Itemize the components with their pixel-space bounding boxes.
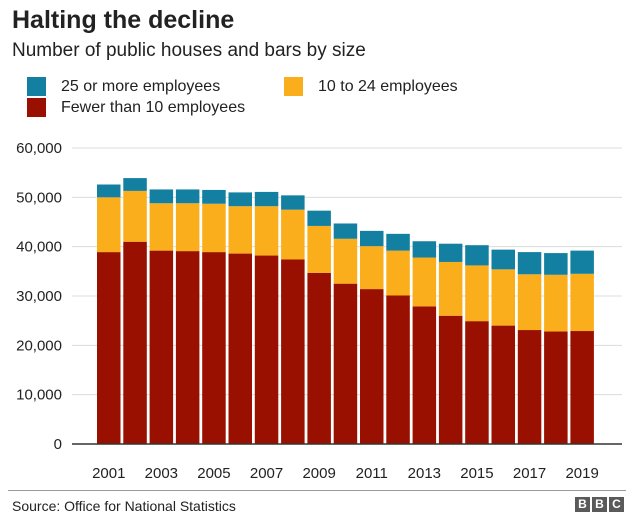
- bar-25-or-more-employees-2010: [333, 223, 358, 239]
- bar-25-or-more-employees-2001: [97, 184, 121, 198]
- bar-fewer-than-10-employees-2019: [570, 331, 594, 444]
- bar-fewer-than-10-employees-2008: [281, 259, 305, 444]
- bar-25-or-more-employees-2018: [544, 253, 568, 275]
- bar-10-to-24-employees-2002: [123, 190, 147, 242]
- bar-fewer-than-10-employees-2015: [465, 321, 489, 444]
- bar-10-to-24-employees-2013: [412, 257, 437, 307]
- bar-25-or-more-employees-2008: [281, 195, 305, 210]
- footer-divider: [8, 490, 626, 491]
- bar-fewer-than-10-employees-2017: [517, 330, 542, 444]
- x-tick-label: 2013: [408, 465, 441, 482]
- bar-fewer-than-10-employees-2005: [202, 252, 226, 444]
- bar-25-or-more-employees-2019: [570, 250, 594, 274]
- bbc-logo-block: C: [609, 497, 624, 512]
- bar-25-or-more-employees-2015: [465, 245, 489, 266]
- bar-25-or-more-employees-2016: [491, 249, 515, 270]
- legend-swatch-under-10: [27, 98, 46, 117]
- x-tick-label: 2015: [460, 465, 493, 482]
- bar-fewer-than-10-employees-2003: [149, 250, 174, 444]
- bar-10-to-24-employees-2008: [281, 209, 305, 260]
- bar-10-to-24-employees-2004: [175, 203, 200, 252]
- x-tick-label: 2005: [197, 465, 230, 482]
- legend-item-10-to-24: 10 to 24 employees: [284, 77, 458, 96]
- stacked-bar-chart: 0 10,000 20,000 30,000 40,000 50,000 60,000 200…: [16, 140, 622, 482]
- bar-25-or-more-employees-2014: [438, 243, 463, 262]
- y-tick-label: 30,000: [16, 288, 62, 305]
- x-tick-label: 2011: [356, 465, 388, 482]
- legend-item-25-plus: 25 or more employees: [27, 77, 220, 96]
- x-tick-label: 2017: [513, 465, 546, 482]
- bar-25-or-more-employees-2006: [228, 192, 252, 207]
- bar-25-or-more-employees-2009: [307, 210, 331, 226]
- bar-10-to-24-employees-2019: [570, 273, 594, 332]
- bar-10-to-24-employees-2003: [149, 203, 174, 251]
- bar-25-or-more-employees-2003: [149, 189, 174, 204]
- bar-10-to-24-employees-2011: [360, 246, 384, 290]
- x-tick-label: 2019: [565, 465, 598, 482]
- bar-fewer-than-10-employees-2011: [360, 289, 384, 444]
- bar-fewer-than-10-employees-2002: [123, 241, 147, 444]
- bar-25-or-more-employees-2005: [202, 189, 226, 204]
- bar-fewer-than-10-employees-2007: [254, 255, 279, 444]
- bar-10-to-24-employees-2018: [544, 274, 568, 332]
- bar-fewer-than-10-employees-2012: [386, 295, 410, 444]
- bar-10-to-24-employees-2005: [202, 203, 226, 253]
- y-tick-label: 20,000: [16, 337, 62, 354]
- bar-25-or-more-employees-2002: [123, 178, 147, 191]
- bar-25-or-more-employees-2007: [254, 191, 279, 207]
- bar-10-to-24-employees-2016: [491, 269, 515, 326]
- chart-title: Halting the decline: [12, 6, 235, 34]
- bbc-logo-block: B: [575, 497, 590, 512]
- bar-fewer-than-10-employees-2014: [438, 315, 463, 444]
- source-note: Source: Office for National Statistics: [12, 498, 236, 514]
- legend-label-25-plus: 25 or more employees: [61, 77, 221, 95]
- bar-25-or-more-employees-2011: [360, 230, 384, 247]
- chart-subtitle: Number of public houses and bars by size: [12, 40, 366, 61]
- bar-25-or-more-employees-2013: [412, 241, 437, 258]
- x-tick-label: 2001: [92, 465, 125, 482]
- bar-10-to-24-employees-2017: [517, 274, 542, 331]
- bar-fewer-than-10-employees-2013: [412, 306, 437, 444]
- bar-fewer-than-10-employees-2006: [228, 253, 252, 444]
- bar-10-to-24-employees-2006: [228, 206, 252, 254]
- bar-10-to-24-employees-2001: [97, 197, 121, 253]
- bar-fewer-than-10-employees-2009: [307, 272, 331, 444]
- legend-item-under-10: Fewer than 10 employees: [27, 98, 245, 117]
- legend-label-under-10: Fewer than 10 employees: [61, 98, 246, 116]
- bar-25-or-more-employees-2012: [386, 233, 410, 251]
- x-tick-label: 2007: [250, 465, 283, 482]
- x-tick-label: 2003: [145, 465, 178, 482]
- x-tick-label: 2009: [302, 465, 335, 482]
- bar-fewer-than-10-employees-2016: [491, 325, 515, 444]
- bar-fewer-than-10-employees-2010: [333, 283, 358, 444]
- y-tick-label: 50,000: [16, 189, 62, 206]
- y-tick-label: 60,000: [16, 140, 62, 157]
- bar-25-or-more-employees-2017: [517, 252, 542, 275]
- legend-swatch-25-plus: [27, 77, 46, 96]
- y-tick-label: 10,000: [16, 387, 62, 404]
- bar-25-or-more-employees-2004: [175, 189, 200, 204]
- bar-fewer-than-10-employees-2004: [175, 251, 200, 444]
- bar-fewer-than-10-employees-2001: [97, 252, 121, 444]
- bar-10-to-24-employees-2010: [333, 238, 358, 284]
- legend-swatch-10-to-24: [284, 77, 303, 96]
- legend-label-10-to-24: 10 to 24 employees: [318, 77, 458, 95]
- bar-fewer-than-10-employees-2018: [544, 331, 568, 444]
- bar-10-to-24-employees-2014: [438, 261, 463, 316]
- bbc-logo-block: B: [592, 497, 607, 512]
- bar-10-to-24-employees-2007: [254, 206, 279, 256]
- y-tick-label: 40,000: [16, 239, 62, 256]
- y-tick-label: 0: [54, 436, 62, 453]
- bar-10-to-24-employees-2012: [386, 250, 410, 296]
- bar-10-to-24-employees-2015: [465, 265, 489, 322]
- bar-10-to-24-employees-2009: [307, 225, 331, 273]
- bbc-logo: B B C: [575, 497, 624, 512]
